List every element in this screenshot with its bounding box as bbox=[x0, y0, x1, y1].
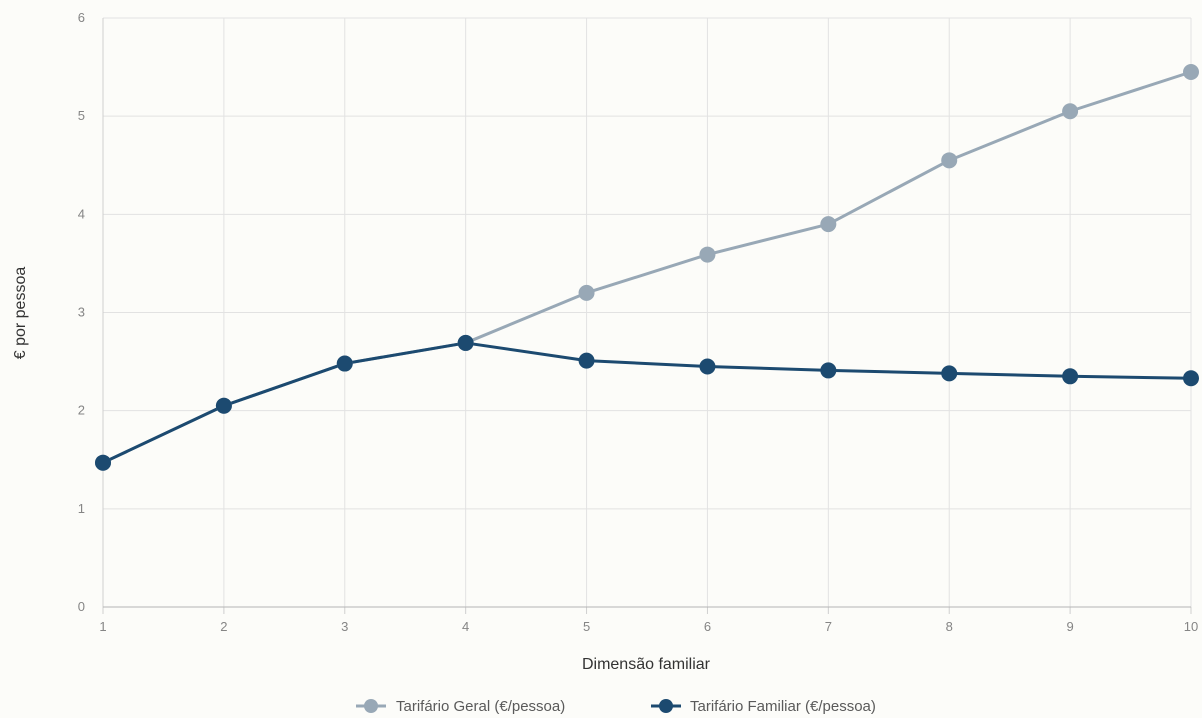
grid-lines bbox=[103, 17, 1192, 607]
x-axis-title: Dimensão familiar bbox=[582, 656, 711, 673]
x-tick-label: 9 bbox=[1066, 619, 1073, 634]
data-point-series-1[interactable] bbox=[1183, 370, 1199, 387]
legend-item-tarifario-familiar[interactable]: Tarifário Familiar (€/pessoa) bbox=[651, 698, 876, 715]
data-point-series-0[interactable] bbox=[699, 246, 716, 263]
data-point-series-0[interactable] bbox=[820, 216, 837, 233]
y-tick-label: 3 bbox=[78, 305, 85, 320]
y-tick-label: 0 bbox=[78, 599, 85, 614]
data-point-series-1[interactable] bbox=[578, 352, 595, 369]
y-axis-title: € por pessoa bbox=[12, 267, 29, 360]
y-tick-label: 1 bbox=[78, 501, 85, 516]
x-tick-label: 6 bbox=[704, 619, 711, 634]
x-tick-label: 8 bbox=[946, 619, 953, 634]
x-tick-label: 7 bbox=[825, 619, 832, 634]
legend-item-tarifario-geral[interactable]: Tarifário Geral (€/pessoa) bbox=[356, 698, 565, 715]
data-point-series-0[interactable] bbox=[1062, 103, 1079, 120]
y-tick-label: 2 bbox=[78, 403, 85, 418]
data-point-series-1[interactable] bbox=[215, 397, 232, 414]
data-point-series-1[interactable] bbox=[336, 355, 353, 372]
data-point-series-1[interactable] bbox=[457, 334, 474, 351]
x-tick-label: 10 bbox=[1184, 619, 1198, 634]
data-point-series-1[interactable] bbox=[941, 365, 958, 382]
series-lines bbox=[102, 70, 1192, 465]
data-point-series-0[interactable] bbox=[1183, 63, 1199, 80]
x-tick-label: 4 bbox=[462, 619, 469, 634]
y-tick-label: 5 bbox=[78, 108, 85, 123]
legend-swatch-marker bbox=[364, 699, 378, 713]
x-tick-label: 3 bbox=[341, 619, 348, 634]
y-tick-label: 6 bbox=[78, 10, 85, 25]
x-tick-label: 5 bbox=[583, 619, 590, 634]
legend-label: Tarifário Geral (€/pessoa) bbox=[396, 698, 565, 715]
data-point-series-1[interactable] bbox=[699, 358, 716, 375]
data-point-series-1[interactable] bbox=[1062, 368, 1079, 385]
y-tick-label: 4 bbox=[78, 206, 85, 221]
data-point-series-1[interactable] bbox=[95, 454, 111, 471]
legend-swatch-marker bbox=[659, 699, 673, 713]
data-points bbox=[95, 63, 1199, 471]
data-point-series-0[interactable] bbox=[941, 152, 958, 169]
data-point-series-0[interactable] bbox=[578, 284, 595, 301]
series-line-1 bbox=[102, 341, 1192, 465]
x-tick-label: 2 bbox=[220, 619, 227, 634]
x-tick-label: 1 bbox=[99, 619, 106, 634]
legend-label: Tarifário Familiar (€/pessoa) bbox=[690, 698, 876, 715]
series-line-0 bbox=[102, 70, 1192, 465]
legend: Tarifário Geral (€/pessoa) Tarifário Fam… bbox=[356, 698, 876, 715]
data-point-series-1[interactable] bbox=[820, 362, 837, 379]
